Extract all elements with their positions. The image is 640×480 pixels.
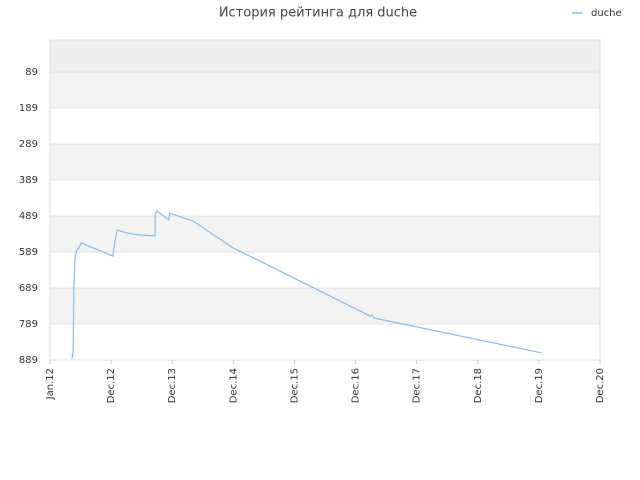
legend-label: duche (591, 8, 622, 19)
y-tick-label: 389 (19, 175, 38, 186)
x-tick-label: Dec.15 (289, 368, 300, 403)
x-tick-label: Dec.17 (412, 368, 423, 403)
x-tick-label: Jan.12 (45, 368, 56, 400)
y-tick-label: 189 (19, 103, 38, 114)
x-tick-label: Dec.19 (534, 368, 545, 403)
band (50, 180, 600, 217)
y-tick-label: 689 (19, 283, 38, 294)
band (50, 72, 600, 109)
band (50, 216, 600, 253)
x-tick-label: Dec.16 (351, 368, 362, 403)
y-tick-label: 589 (19, 247, 38, 258)
y-tick-label: 89 (25, 67, 38, 78)
band (50, 108, 600, 145)
y-tick-label: 889 (19, 355, 38, 366)
band (50, 324, 600, 360)
x-tick-label: Dec.13 (167, 368, 178, 403)
x-tick-label: Dec.14 (228, 368, 239, 403)
y-tick-label: 489 (19, 211, 38, 222)
x-tick-label: Dec.18 (473, 368, 484, 403)
band (50, 40, 600, 73)
y-tick-label: 289 (19, 139, 38, 150)
chart-title: История рейтинга для duche (219, 6, 417, 21)
series-line (71, 210, 542, 360)
band (50, 144, 600, 181)
x-tick-label: Dec.20 (595, 368, 606, 403)
band (50, 252, 600, 289)
x-tick-label: Dec.12 (106, 368, 117, 403)
y-tick-label: 789 (19, 319, 38, 330)
